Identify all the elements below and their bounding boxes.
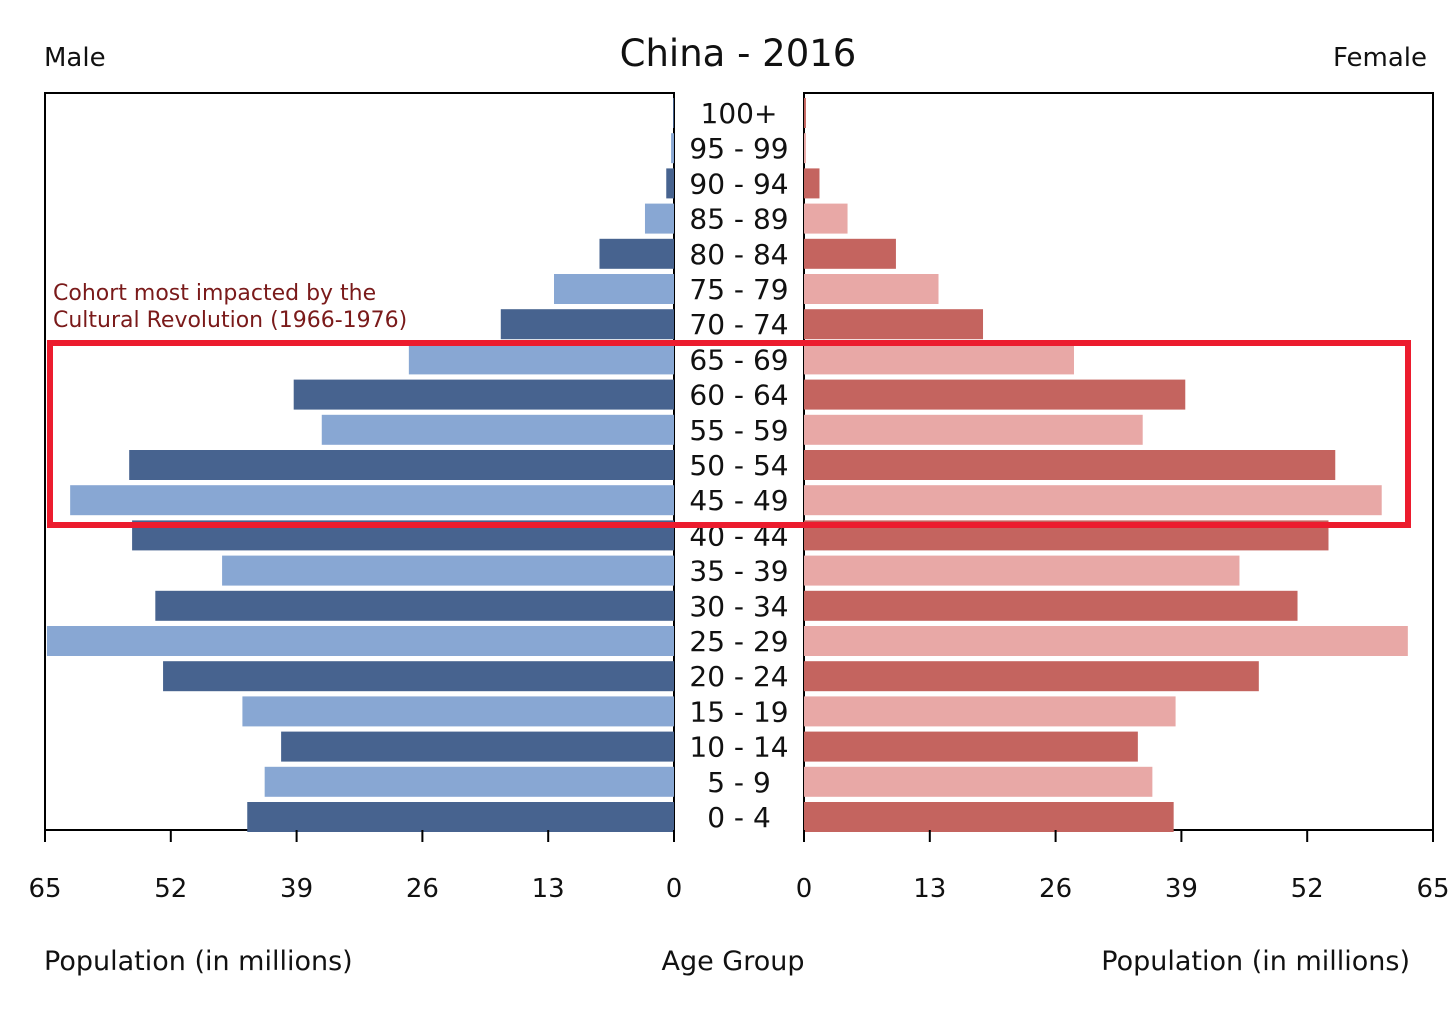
age-label-50-54: 50 - 54	[689, 449, 788, 482]
male-bar-70-74	[500, 309, 674, 340]
female-tick-label: 26	[1039, 874, 1072, 904]
age-label-65-69: 65 - 69	[689, 343, 788, 376]
male-bar-100plus	[673, 98, 674, 128]
male-bar-10-14	[281, 731, 674, 762]
center-axis-label: Age Group	[661, 946, 804, 977]
female-bar-15-19	[804, 696, 1176, 727]
female-bar-100plus	[804, 98, 806, 128]
female-bar-45-49	[804, 485, 1382, 516]
chart-title: China - 2016	[620, 32, 857, 75]
male-tick-label: 13	[532, 874, 565, 904]
left-axis-label: Population (in millions)	[44, 946, 353, 977]
male-bar-0-4	[247, 802, 675, 832]
male-bar-75-79	[554, 274, 674, 304]
age-label-60-64: 60 - 64	[689, 379, 788, 412]
female-bars	[804, 98, 1408, 832]
male-bar-30-34	[155, 590, 675, 621]
male-side-label: Male	[44, 43, 106, 73]
male-bar-50-54	[129, 450, 675, 480]
female-side-label: Female	[1333, 43, 1427, 73]
age-label-70-74: 70 - 74	[689, 308, 788, 341]
female-tick-label: 52	[1291, 874, 1324, 904]
female-bar-95-99	[804, 133, 806, 164]
right-axis-label: Population (in millions)	[1101, 946, 1410, 977]
female-axis-ticks: 0 13 26 39 52 65	[796, 830, 1450, 904]
male-tick-label: 52	[154, 874, 187, 904]
male-bar-60-64	[293, 379, 674, 410]
female-bar-90-94	[804, 168, 820, 199]
age-label-55-59: 55 - 59	[689, 414, 788, 447]
age-label-100plus: 100+	[701, 97, 778, 130]
male-tick-label: 39	[280, 874, 313, 904]
male-bar-15-19	[242, 696, 674, 727]
female-bar-70-74	[804, 309, 984, 340]
age-label-10-14: 10 - 14	[689, 731, 788, 764]
age-label-25-29: 25 - 29	[689, 625, 788, 658]
age-label-90-94: 90 - 94	[689, 167, 788, 200]
male-tick-label: 26	[406, 874, 439, 904]
male-tick-label: 0	[666, 874, 683, 904]
age-label-20-24: 20 - 24	[689, 660, 788, 693]
male-bar-45-49	[70, 485, 674, 516]
male-bar-80-84	[599, 238, 674, 269]
male-bar-95-99	[671, 133, 674, 164]
age-label-30-34: 30 - 34	[689, 590, 788, 623]
female-bar-5-9	[804, 766, 1153, 797]
female-tick-label: 0	[796, 874, 813, 904]
age-label-35-39: 35 - 39	[689, 555, 788, 588]
female-tick-label: 39	[1165, 874, 1198, 904]
female-bar-55-59	[804, 414, 1143, 445]
male-bar-35-39	[222, 555, 674, 586]
age-label-45-49: 45 - 49	[689, 484, 788, 517]
male-axis-ticks: 0 13 26 39 52 65	[28, 830, 682, 904]
age-label-5-9: 5 - 9	[707, 766, 771, 799]
male-bars	[46, 98, 675, 832]
female-bar-25-29	[804, 626, 1408, 656]
male-bar-25-29	[46, 626, 675, 656]
cohort-annotation-line-1: Cohort most impacted by the	[53, 281, 376, 306]
age-label-95-99: 95 - 99	[689, 132, 788, 165]
male-bar-90-94	[666, 168, 674, 199]
female-bar-60-64	[804, 379, 1186, 410]
female-bar-80-84	[804, 238, 896, 269]
female-tick-label: 13	[913, 874, 946, 904]
female-bar-20-24	[804, 661, 1259, 692]
female-tick-label: 65	[1416, 874, 1449, 904]
male-bar-65-69	[408, 344, 674, 375]
female-bar-50-54	[804, 450, 1336, 480]
female-bar-65-69	[804, 344, 1074, 375]
male-bar-5-9	[264, 766, 674, 797]
female-bar-35-39	[804, 555, 1240, 586]
female-bar-75-79	[804, 274, 939, 304]
male-bar-20-24	[163, 661, 674, 692]
female-bar-30-34	[804, 590, 1298, 621]
age-label-0-4: 0 - 4	[707, 801, 771, 834]
male-bar-55-59	[321, 414, 674, 445]
male-bar-85-89	[644, 203, 674, 234]
female-bar-10-14	[804, 731, 1138, 762]
female-bar-85-89	[804, 203, 848, 234]
age-label-75-79: 75 - 79	[689, 273, 788, 306]
age-label-80-84: 80 - 84	[689, 238, 788, 271]
female-bar-0-4	[804, 802, 1174, 832]
male-tick-label: 65	[28, 874, 61, 904]
age-label-85-89: 85 - 89	[689, 203, 788, 236]
cultural-revolution-highlight-box	[47, 340, 1411, 528]
age-label-15-19: 15 - 19	[689, 695, 788, 728]
cohort-annotation-line-2: Cultural Revolution (1966-1976)	[53, 308, 407, 333]
